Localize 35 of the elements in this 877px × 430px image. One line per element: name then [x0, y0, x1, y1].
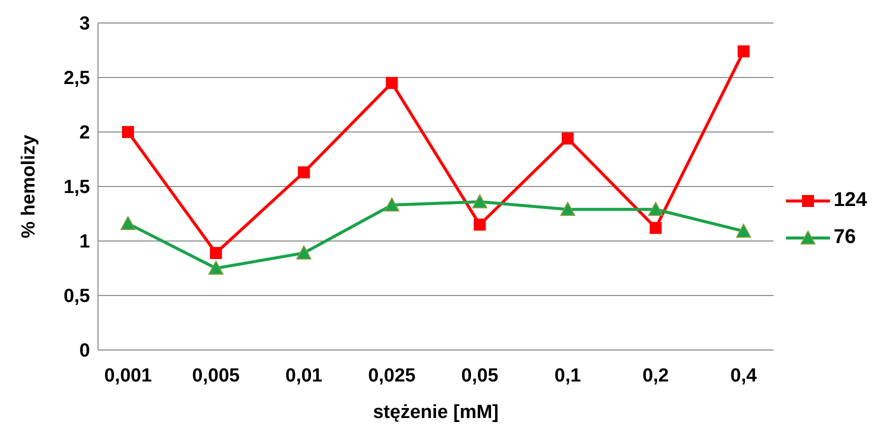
point: [208, 260, 224, 275]
point: [472, 194, 488, 208]
point: [648, 202, 664, 216]
point: [562, 132, 574, 145]
point: [736, 224, 752, 238]
y-tick-label: 0: [79, 340, 90, 362]
y-tick-label: 0,5: [64, 286, 90, 308]
point: [384, 198, 400, 212]
y-tick-label: 2,5: [64, 68, 90, 90]
x-tick-label: 0,001: [104, 365, 152, 386]
y-axis-title: % hemolizy: [18, 134, 40, 238]
x-tick-label: 0,4: [730, 365, 758, 386]
point: [122, 126, 134, 138]
x-tick-label: 0,2: [642, 365, 669, 386]
legend-label: 76: [834, 226, 856, 249]
y-tick-label: 2: [79, 122, 90, 144]
point: [120, 216, 136, 230]
point: [296, 245, 312, 260]
x-tick-label: 0,05: [461, 365, 499, 386]
point: [560, 202, 576, 216]
point: [210, 246, 222, 259]
y-tick-label: 1: [79, 232, 90, 253]
x-tick-label: 0,025: [368, 365, 416, 386]
point: [386, 76, 398, 89]
y-tick-label: 3: [79, 14, 90, 35]
x-tick-label: 0,01: [285, 365, 323, 386]
x-tick-label: 0,1: [554, 365, 582, 386]
x-axis-title: stężenie [mM]: [372, 402, 499, 423]
point: [650, 222, 662, 234]
point: [738, 45, 750, 58]
legend-label: 124: [834, 189, 867, 212]
y-tick-label: 1,5: [64, 177, 90, 198]
point: [298, 166, 310, 178]
point: [474, 218, 486, 231]
x-tick-label: 0,005: [192, 365, 240, 386]
